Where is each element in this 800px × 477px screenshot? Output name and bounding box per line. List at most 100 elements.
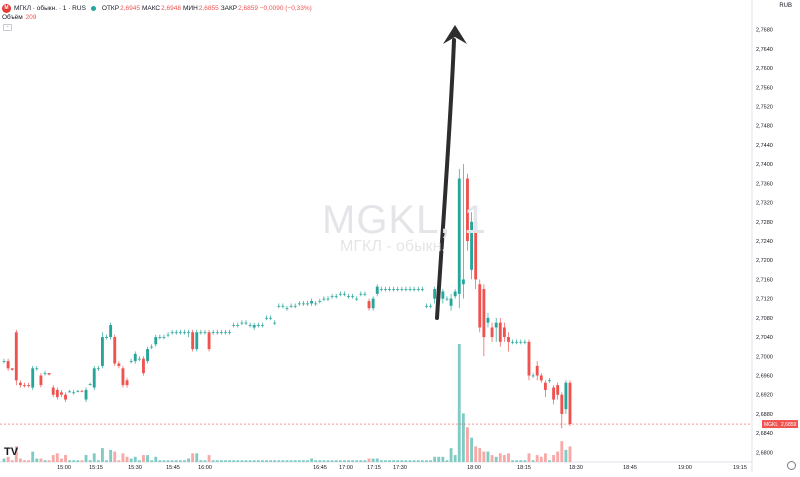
volume-bar	[433, 456, 437, 462]
volume-bar	[51, 455, 55, 462]
collapse-legend-icon[interactable]: ⌃	[3, 24, 12, 31]
candle-body	[568, 382, 572, 425]
volume-bar	[244, 460, 248, 462]
candle-body	[338, 293, 342, 295]
volume-bar	[543, 453, 547, 462]
candle-body	[494, 322, 498, 328]
candle-body	[59, 392, 63, 395]
tradingview-logo[interactable]: TV	[4, 446, 19, 458]
currency-label[interactable]: RUB	[779, 3, 792, 9]
candle-body	[281, 305, 285, 307]
time-tick-label: 17:30	[393, 465, 407, 471]
candle-body	[183, 332, 186, 334]
volume-bar	[273, 460, 277, 462]
symbol-title[interactable]: МГКЛ · обыкн. · 1 · RUS	[14, 4, 86, 12]
volume-bar	[330, 460, 334, 462]
volume-bar	[429, 460, 432, 462]
candle-body	[6, 361, 10, 369]
candle-body	[125, 380, 129, 386]
volume-bar	[100, 448, 104, 462]
last-price-symbol: MGKL	[764, 422, 778, 428]
candle-body	[35, 368, 39, 370]
candle-body	[137, 358, 141, 360]
candle-body	[334, 296, 338, 298]
candle-body	[273, 322, 277, 324]
volume-bar	[375, 458, 379, 462]
candle-body	[322, 298, 326, 300]
volume-bar	[486, 451, 490, 462]
price-axis[interactable]: 2,6800 2,6840 2,6880 2,6920 2,6960 2,7000 2,70…	[756, 28, 773, 457]
candle-body	[23, 385, 26, 387]
candle-body	[228, 332, 232, 334]
candle-body	[326, 298, 330, 300]
candle-body	[39, 375, 43, 386]
candle-body	[388, 289, 391, 290]
close-value: 2,6859 −0,0090 (−0,33%)	[238, 4, 312, 12]
open-value: 2,6945	[120, 4, 140, 12]
price-tick-label: 2,7600	[756, 66, 773, 72]
volume-bar	[445, 460, 449, 462]
time-tick-label: 15:00	[57, 465, 71, 471]
volume-bar	[59, 458, 63, 462]
candle-body	[10, 368, 14, 370]
candle-body	[379, 289, 383, 290]
volume-bar	[416, 460, 420, 462]
volume-bar	[219, 460, 223, 462]
price-tick-label: 2,6800	[756, 450, 773, 456]
volume-bar	[293, 460, 297, 462]
volume-bar	[461, 413, 465, 462]
volume-bar	[347, 460, 350, 462]
symbol-legend[interactable]: М МГКЛ · обыкн. · 1 · RUS ОТКР 2,6945 МА…	[2, 1, 312, 15]
volume-bar	[527, 453, 531, 462]
candle-body	[363, 293, 367, 295]
time-axis[interactable]: 15:00 15:15 15:30 15:45 16:00 16:45 17:00 17:15…	[57, 465, 747, 471]
candle-body	[265, 317, 268, 319]
volume-bar	[137, 460, 141, 462]
volume-bar	[68, 460, 72, 462]
candle-body	[457, 178, 461, 294]
candle-body	[88, 384, 92, 386]
volume-bar	[306, 460, 309, 462]
candle-body	[347, 296, 350, 298]
candle-body	[178, 332, 182, 334]
arrow-annotation[interactable]	[435, 38, 456, 320]
price-tick-label: 2,7080	[756, 316, 773, 322]
volume-bar	[84, 455, 88, 462]
candle-body	[351, 296, 355, 298]
candle-body	[470, 221, 474, 270]
watermark-ticker: MGKL, 1	[322, 198, 487, 242]
volume-bar	[14, 446, 18, 462]
settings-icon[interactable]	[787, 461, 796, 470]
volume-bar	[420, 460, 424, 462]
volume-bar	[96, 460, 100, 462]
volume-bar	[392, 460, 396, 462]
price-tick-label: 2,7680	[756, 28, 773, 34]
time-tick-label: 15:30	[128, 465, 142, 471]
volume-legend[interactable]: Объём 209	[2, 14, 36, 21]
time-tick-label: 17:15	[367, 465, 381, 471]
candle-body	[474, 221, 478, 280]
volume-bar	[92, 453, 96, 462]
open-label: ОТКР	[101, 4, 120, 12]
price-tick-label: 2,7040	[756, 335, 773, 341]
high-label: МАКС	[141, 4, 161, 12]
candle-body	[478, 284, 482, 328]
candle-body	[527, 341, 531, 376]
candle-body	[224, 332, 227, 334]
candle-body	[133, 353, 137, 362]
volume-bar	[170, 460, 174, 462]
volume-bar	[121, 453, 125, 462]
time-tick-label: 15:45	[166, 465, 180, 471]
volume-bar	[498, 453, 502, 462]
candle-body	[240, 322, 244, 324]
volume-bar	[154, 456, 158, 462]
candle-body	[64, 394, 67, 400]
volume-bar	[146, 455, 149, 462]
candle-body	[535, 365, 539, 376]
candle-body	[158, 337, 162, 338]
time-tick-label: 19:00	[678, 465, 692, 471]
volume-bar	[265, 460, 268, 462]
volume-bar	[457, 344, 461, 462]
